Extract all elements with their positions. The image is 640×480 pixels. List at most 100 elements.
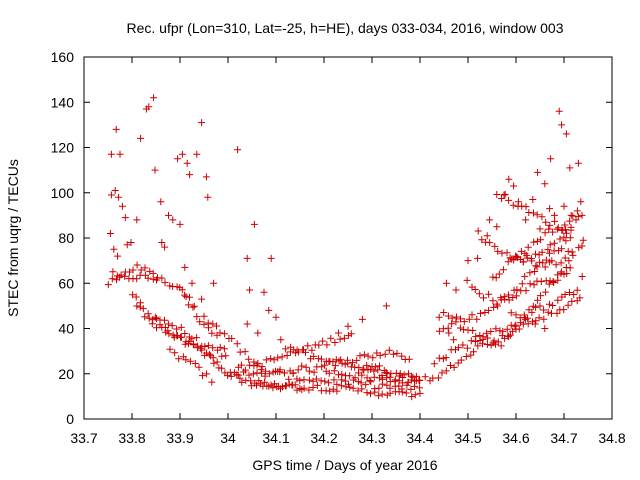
data-point — [228, 373, 235, 380]
data-point — [534, 238, 541, 245]
data-point — [114, 253, 121, 260]
data-point — [523, 287, 530, 294]
data-point — [203, 173, 210, 180]
data-point — [464, 345, 471, 352]
data-point — [551, 218, 558, 225]
data-point — [221, 345, 228, 352]
data-point — [457, 325, 464, 332]
data-point — [558, 259, 565, 266]
data-point — [453, 287, 460, 294]
data-point — [450, 336, 457, 343]
data-point — [157, 198, 164, 205]
data-point — [364, 389, 371, 396]
data-point — [254, 362, 261, 369]
data-point — [490, 304, 497, 311]
data-point — [445, 325, 452, 332]
data-point — [335, 330, 342, 337]
data-point — [463, 353, 470, 360]
data-point — [569, 213, 576, 220]
data-point — [177, 221, 184, 228]
data-point — [137, 304, 144, 311]
data-point — [268, 255, 275, 262]
data-point — [178, 324, 185, 331]
data-point — [561, 203, 568, 210]
data-point — [403, 390, 410, 397]
data-point — [242, 348, 249, 355]
data-point — [162, 279, 169, 286]
data-point — [473, 316, 480, 323]
y-tick-label: 0 — [66, 411, 74, 427]
data-point — [284, 352, 291, 359]
data-point — [149, 320, 156, 327]
data-point — [337, 356, 344, 363]
data-point — [484, 341, 491, 348]
data-point — [408, 393, 415, 400]
data-point — [146, 315, 153, 322]
data-point — [379, 381, 386, 388]
data-point — [530, 239, 537, 246]
data-point — [133, 216, 140, 223]
data-point — [532, 262, 539, 269]
data-point — [546, 222, 553, 229]
data-point — [566, 164, 573, 171]
data-point — [181, 264, 188, 271]
data-point — [556, 108, 563, 115]
data-point — [304, 342, 311, 349]
data-point — [483, 330, 490, 337]
data-point — [465, 257, 472, 264]
data-point — [186, 171, 193, 178]
data-point — [493, 274, 500, 281]
x-tick-label: 34.7 — [550, 430, 577, 446]
data-point — [569, 249, 576, 256]
data-point — [113, 126, 120, 133]
data-point — [505, 176, 512, 183]
data-point — [178, 334, 185, 341]
data-point — [502, 191, 509, 198]
data-point — [447, 362, 454, 369]
data-point — [565, 248, 572, 255]
data-point — [184, 160, 191, 167]
data-point — [452, 318, 459, 325]
x-tick-label: 33.8 — [118, 430, 145, 446]
data-point — [240, 369, 247, 376]
data-point — [165, 212, 172, 219]
x-tick-label: 34.5 — [454, 430, 481, 446]
data-point — [416, 384, 423, 391]
data-point — [191, 303, 198, 310]
data-point — [382, 351, 389, 358]
data-point — [295, 366, 302, 373]
data-point — [250, 370, 257, 377]
data-points — [105, 94, 587, 400]
data-point — [546, 205, 553, 212]
data-point — [547, 155, 554, 162]
data-point — [406, 356, 413, 363]
data-point — [579, 243, 586, 250]
data-point — [375, 385, 382, 392]
data-point — [371, 374, 378, 381]
data-point — [110, 246, 117, 253]
data-point — [369, 354, 376, 361]
data-point — [485, 291, 492, 298]
data-point — [345, 323, 352, 330]
data-point — [500, 266, 507, 273]
data-point — [565, 302, 572, 309]
data-point — [557, 236, 564, 243]
data-point — [361, 351, 368, 358]
data-point — [521, 273, 528, 280]
data-point — [141, 313, 148, 320]
data-point — [261, 289, 268, 296]
data-point — [271, 356, 278, 363]
data-point — [486, 239, 493, 246]
data-point — [496, 271, 503, 278]
data-point — [577, 198, 584, 205]
data-point — [246, 372, 253, 379]
x-axis-label: GPS time / Days of year 2016 — [252, 457, 437, 473]
data-point — [117, 151, 124, 158]
data-point — [566, 218, 573, 225]
data-point — [549, 302, 556, 309]
data-point — [568, 212, 575, 219]
y-tick-label: 140 — [51, 94, 75, 110]
data-point — [510, 183, 517, 190]
data-point — [306, 368, 313, 375]
